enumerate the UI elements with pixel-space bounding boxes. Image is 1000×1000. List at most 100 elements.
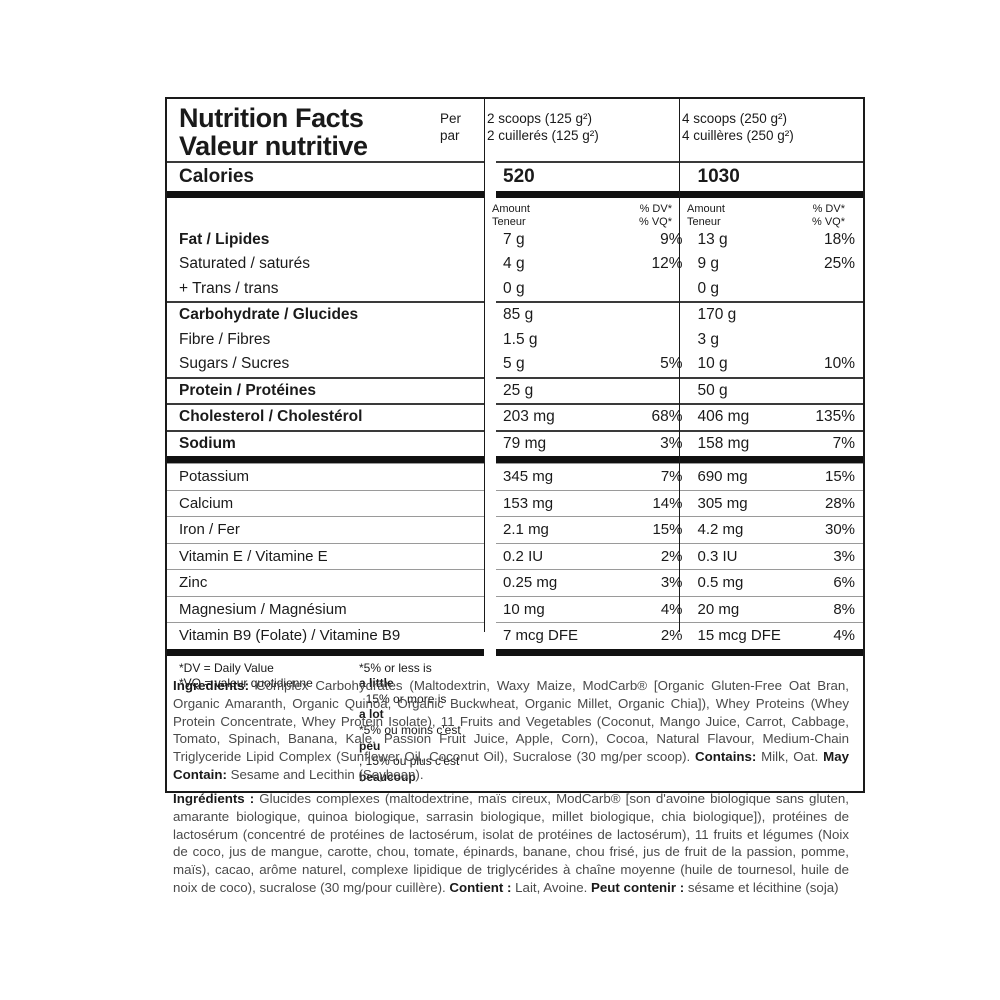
nutrient-value-col-1: 7 mcg DFE 2% bbox=[496, 623, 690, 649]
nutrient-amount: 25 g bbox=[503, 381, 534, 399]
nutrient-daily-value: 28% bbox=[824, 494, 856, 512]
nutrient-amount: 7 g bbox=[503, 230, 525, 248]
nutrient-daily-value: 7% bbox=[832, 434, 856, 452]
nutrient-label: Vitamin E / Vitamine E bbox=[179, 547, 328, 565]
nutrient-daily-value: 2% bbox=[660, 627, 683, 645]
column-divider-2 bbox=[679, 99, 680, 632]
nutrient-label: Saturated / saturés bbox=[179, 255, 310, 273]
panel-title: Nutrition Facts Valeur nutritive bbox=[167, 104, 440, 161]
title-french: Valeur nutritive bbox=[179, 130, 368, 161]
amount-label-1: Amount Teneur bbox=[492, 203, 639, 228]
nutrient-daily-value: 15% bbox=[652, 521, 683, 539]
nutrient-amount: 305 mg bbox=[697, 494, 748, 512]
nutrient-row: + Trans / trans 0 g 0 g bbox=[167, 277, 863, 302]
contains-en-body: Milk, Oat. bbox=[756, 748, 824, 764]
contient-fr-label: Contient : bbox=[449, 879, 512, 895]
nutrient-row: Magnesium / Magnésium 10 mg 4% 20 mg 8% bbox=[167, 597, 863, 623]
serving-2-english: 4 scoops (250 g²) bbox=[682, 111, 788, 126]
nutrient-label: Magnesium / Magnésium bbox=[179, 600, 347, 618]
serving-size-column-1: 2 scoops (125 g²) 2 cuillerés (125 g²) bbox=[480, 105, 675, 144]
nutrient-amount: 0 g bbox=[503, 279, 525, 297]
calories-value-2: 1030 bbox=[691, 163, 864, 191]
nutrient-daily-value: 25% bbox=[823, 255, 856, 273]
ingredients-french: Ingrédients : Glucides complexes (maltod… bbox=[173, 790, 849, 896]
nutrient-value-col-1: 203 mg 68% bbox=[496, 405, 690, 430]
nutrient-value-col-2: 15 mcg DFE 4% bbox=[691, 623, 864, 649]
nutrient-label: Cholesterol / Cholestérol bbox=[179, 408, 363, 426]
nutrient-amount: 10 g bbox=[697, 355, 728, 373]
nutrition-facts-panel: Nutrition Facts Valeur nutritive Per par… bbox=[165, 97, 865, 794]
row-separator bbox=[167, 648, 863, 656]
guidance-en: *5% or less is a little, 15% or more is … bbox=[359, 660, 447, 722]
nutrient-value-col-1: 153 mg 14% bbox=[496, 491, 690, 517]
nutrient-label: Protein / Protéines bbox=[179, 381, 316, 399]
header-underline bbox=[167, 160, 863, 163]
ingredients-en-body: Complex Carbohydrates (Maltodextrin, Wax… bbox=[173, 678, 849, 764]
nutrient-label: Fat / Lipides bbox=[179, 230, 270, 248]
serving-size-column-2: 4 scoops (250 g²) 4 cuillères (250 g²) bbox=[675, 105, 857, 144]
calories-amount-2: 1030 bbox=[697, 165, 740, 187]
nutrient-amount: 15 mcg DFE bbox=[697, 627, 781, 645]
nutrient-label: Calcium bbox=[179, 494, 234, 512]
dv-definition-en: *DV = Daily Value bbox=[179, 660, 274, 675]
nutrient-amount: 345 mg bbox=[503, 468, 554, 486]
nutrient-amount: 5 g bbox=[503, 355, 525, 373]
nutrient-value-col-2: 4.2 mg 30% bbox=[691, 517, 864, 543]
amount-en-1: Amount bbox=[492, 202, 530, 215]
row-separator bbox=[167, 301, 863, 304]
row-separator bbox=[167, 516, 863, 518]
nutrient-value-col-2: 10 g 10% bbox=[691, 352, 864, 377]
nutrient-row: Vitamin B9 (Folate) / Vitamine B9 7 mcg D… bbox=[167, 623, 863, 649]
amount-dv-header: Amount Teneur % DV* % VQ* Amount Teneur … bbox=[167, 198, 863, 228]
row-separator bbox=[167, 622, 863, 624]
amount-fr-1: Teneur bbox=[492, 216, 526, 228]
nutrient-value-col-2: 170 g bbox=[691, 303, 864, 328]
nutrient-amount: 50 g bbox=[697, 381, 728, 399]
ingredients-fr-heading: Ingrédients : bbox=[173, 791, 255, 807]
may-contain-en-label: May Contain: bbox=[173, 748, 849, 782]
amount-header-col-2: Amount Teneur % DV* % VQ* bbox=[680, 203, 853, 228]
nutrient-amount: 0.3 IU bbox=[697, 547, 738, 565]
nutrient-value-col-2: 0.5 mg 6% bbox=[691, 570, 864, 596]
nutrient-value-col-1: 79 mg 3% bbox=[496, 432, 690, 457]
peut-contenir-fr-body: sésame et lécithine (soja) bbox=[684, 879, 839, 895]
nutrient-daily-value: 2% bbox=[660, 547, 683, 565]
dv-fr-1: % VQ* bbox=[638, 216, 672, 228]
panel-header: Nutrition Facts Valeur nutritive Per par… bbox=[167, 99, 863, 161]
nutrient-amount: 0.25 mg bbox=[503, 574, 558, 592]
nutrient-value-col-2: 9 g 25% bbox=[691, 252, 864, 277]
nutrient-value-col-2: 0 g bbox=[691, 277, 864, 302]
nutrient-amount: 0.2 IU bbox=[503, 547, 544, 565]
nutrient-value-col-1: 25 g bbox=[496, 379, 690, 404]
nutrient-label: + Trans / trans bbox=[179, 279, 279, 297]
nutrient-amount: 1.5 g bbox=[503, 330, 538, 348]
nutrient-value-col-1: 85 g bbox=[496, 303, 690, 328]
row-separator bbox=[167, 489, 863, 491]
calories-value-1: 520 bbox=[496, 163, 690, 191]
dv-label-2: % DV* % VQ* bbox=[812, 203, 845, 228]
nutrient-amount: 406 mg bbox=[697, 408, 750, 426]
nutrient-amount: 20 mg bbox=[697, 600, 740, 618]
may-contain-en-body: Sesame and Lecithin (Soybean). bbox=[226, 766, 424, 782]
nutrient-daily-value: 135% bbox=[815, 408, 856, 426]
nutrient-label: Vitamin B9 (Folate) / Vitamine B9 bbox=[179, 627, 401, 645]
nutrient-value-col-2: 690 mg 15% bbox=[691, 464, 864, 490]
ingredients-en-heading: Ingredients: bbox=[173, 678, 250, 694]
nutrient-daily-value: 4% bbox=[660, 600, 683, 618]
nutrient-daily-value: 14% bbox=[652, 494, 683, 512]
nutrient-value-col-1: 0.2 IU 2% bbox=[496, 544, 690, 570]
dv-fr-2: % VQ* bbox=[811, 216, 845, 228]
nutrient-value-col-1: 5 g 5% bbox=[496, 352, 690, 377]
nutrient-row: Saturated / saturés 4 g 12% 9 g 25% bbox=[167, 252, 863, 277]
nutrient-amount: 10 mg bbox=[503, 600, 545, 618]
nutrient-amount: 7 mcg DFE bbox=[503, 627, 579, 645]
calories-label: Calories bbox=[179, 165, 254, 187]
nutrient-label: Sugars / Sucres bbox=[179, 355, 290, 373]
dv-label-1: % DV* % VQ* bbox=[639, 203, 672, 228]
nutrient-row: Carbohydrate / Glucides 85 g 170 g bbox=[167, 303, 863, 328]
row-separator bbox=[167, 456, 863, 464]
nutrient-amount: 85 g bbox=[503, 306, 534, 324]
nutrient-row: Vitamin E / Vitamine E 0.2 IU 2% 0.3 IU 3% bbox=[167, 544, 863, 570]
nutrient-row: Iron / Fer 2.1 mg 15% 4.2 mg 30% bbox=[167, 517, 863, 543]
nutrient-value-col-1: 1.5 g bbox=[496, 328, 690, 353]
